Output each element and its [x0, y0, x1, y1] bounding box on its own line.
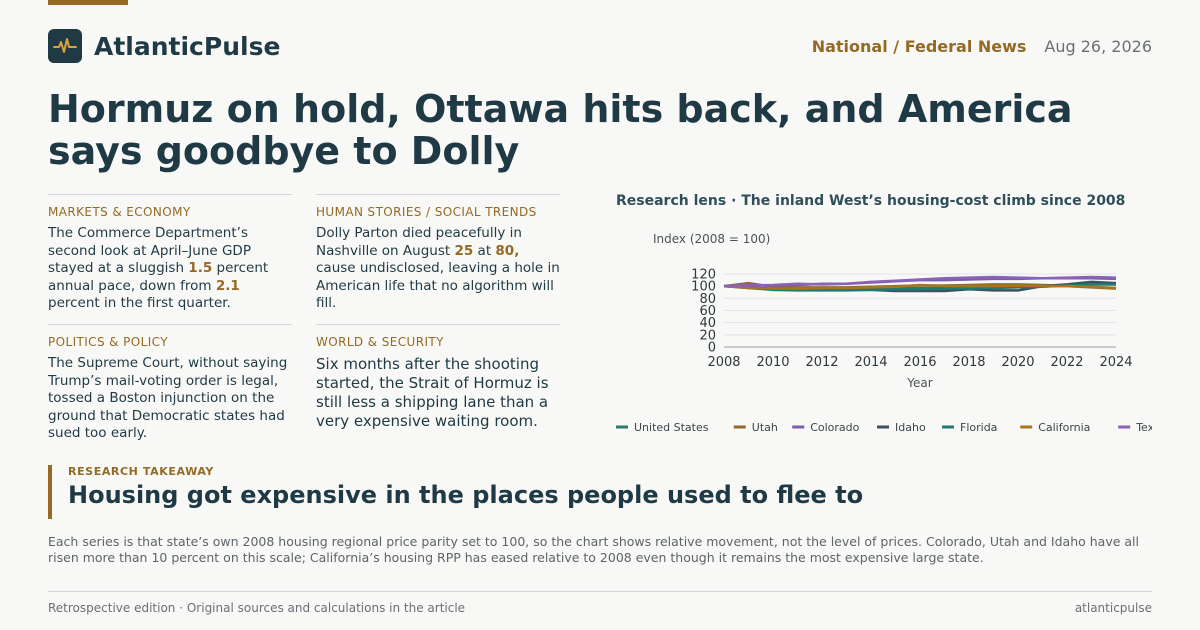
story-text: Dolly Parton died peacefully in Nashvill…	[316, 225, 560, 311]
x-tick-label: 2014	[854, 355, 887, 370]
takeaway-title: Housing got expensive in the places peop…	[68, 481, 864, 509]
legend-label: United States	[634, 421, 709, 434]
footer: Retrospective edition · Original sources…	[48, 591, 1152, 615]
x-tick-label: 2022	[1050, 355, 1083, 370]
chart-title: Research lens · The inland West’s housin…	[616, 193, 1126, 209]
story-text: The Commerce Department’s second look at…	[48, 225, 269, 311]
x-tick-label: 2024	[1099, 355, 1132, 370]
y-tick-label: 100	[691, 280, 716, 295]
story-category: WORLD & SECURITY	[316, 335, 444, 349]
chart-container: Index (2008 = 100) 0 20 40 60 80 100 120 2008 201…	[600, 226, 1167, 445]
y-tick-label: 80	[699, 292, 716, 307]
section-link[interactable]: National / Federal News	[811, 36, 1027, 56]
publish-date: Aug 26, 2026	[1044, 36, 1152, 56]
x-axis-label: Year	[906, 376, 932, 390]
legend-label: Texas	[1135, 421, 1152, 434]
series-line-california	[723, 283, 1117, 290]
x-tick-label: 2018	[952, 355, 985, 370]
story-category: POLITICS & POLICY	[48, 335, 168, 349]
header-meta: National / Federal News Aug 26, 2026	[812, 37, 1152, 56]
x-tick-label: 2010	[756, 355, 789, 370]
chart-note: Each series is that state’s own 2008 hou…	[48, 534, 1139, 565]
y-axis-label: Index (2008 = 100)	[653, 232, 770, 246]
x-tick-label: 2020	[1001, 355, 1034, 370]
y-tick-label: 120	[691, 268, 716, 283]
story-category: HUMAN STORIES / SOCIAL TRENDS	[316, 205, 537, 219]
brand[interactable]: AtlanticPulse	[48, 29, 280, 63]
pulse-icon	[48, 29, 82, 63]
legend-label: Colorado	[810, 421, 859, 434]
takeaway-label: RESEARCH TAKEAWAY	[68, 465, 214, 478]
story-card-human[interactable]: HUMAN STORIES / SOCIAL TRENDS Dolly Part…	[316, 194, 560, 324]
y-tick-label: 60	[699, 304, 716, 319]
story-text: Six months after the shooting started, t…	[316, 355, 549, 430]
y-tick-label: 20	[699, 328, 716, 343]
x-tick-label: 2008	[707, 355, 740, 370]
legend-label: California	[1038, 421, 1090, 434]
x-tick-label: 2012	[805, 355, 838, 370]
legend-label: Idaho	[895, 421, 926, 434]
story-column-middle: HUMAN STORIES / SOCIAL TRENDS Dolly Part…	[316, 194, 560, 431]
brand-name: AtlanticPulse	[94, 31, 281, 61]
y-tick-label: 40	[699, 316, 716, 331]
legend-label: Florida	[960, 421, 997, 434]
headline: Hormuz on hold, Ottawa hits back, and Am…	[48, 87, 1073, 173]
story-category: MARKETS & ECONOMY	[48, 205, 191, 219]
research-takeaway: RESEARCH TAKEAWAY Housing got expensive …	[48, 465, 863, 519]
series-line-texas	[723, 275, 1117, 288]
site-header: AtlanticPulse National / Federal News Au…	[48, 29, 1152, 63]
story-text: The Supreme Court, without saying Trump’…	[48, 355, 288, 441]
legend-label: Utah	[752, 421, 778, 434]
y-tick-label: 0	[708, 341, 716, 356]
accent-bar	[48, 0, 128, 5]
footer-edition: Retrospective edition · Original sources…	[48, 601, 466, 615]
story-card-world[interactable]: WORLD & SECURITY Six months after the sh…	[316, 324, 560, 431]
footer-site-link[interactable]: atlanticpulse	[1074, 601, 1152, 615]
story-card-politics[interactable]: POLITICS & POLICY The Supreme Court, wit…	[48, 324, 292, 443]
story-card-markets[interactable]: MARKETS & ECONOMY The Commerce Departmen…	[48, 194, 292, 324]
x-tick-label: 2016	[903, 355, 936, 370]
story-column-left: MARKETS & ECONOMY The Commerce Departmen…	[48, 194, 292, 443]
